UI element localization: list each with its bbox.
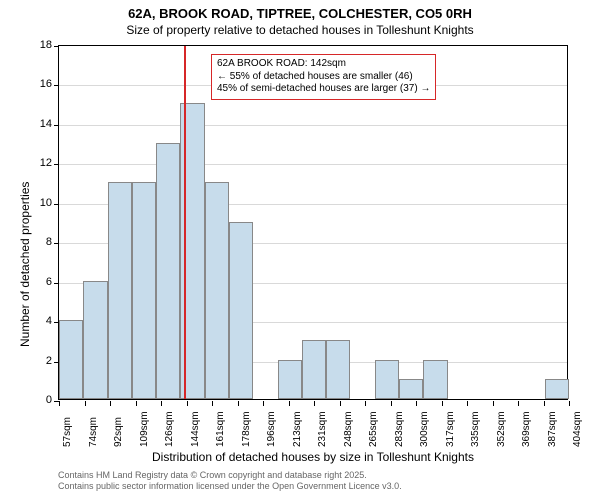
x-tick-label: 369sqm xyxy=(521,411,532,447)
x-tick-mark xyxy=(416,401,417,406)
x-tick-mark xyxy=(391,401,392,406)
x-tick-mark xyxy=(85,401,86,406)
histogram-bar xyxy=(229,222,253,400)
x-tick-label: 352sqm xyxy=(496,411,507,447)
x-tick-mark xyxy=(110,401,111,406)
annotation-line: 62A BROOK ROAD: 142sqm xyxy=(217,58,430,71)
y-tick-label: 6 xyxy=(22,276,52,288)
x-tick-label: 92sqm xyxy=(113,417,124,447)
x-tick-label: 317sqm xyxy=(445,411,456,447)
x-tick-label: 265sqm xyxy=(368,411,379,447)
x-tick-label: 144sqm xyxy=(190,411,201,447)
annotation-line: 45% of semi-detached houses are larger (… xyxy=(217,83,430,96)
plot-area: 57sqm74sqm92sqm109sqm126sqm144sqm161sqm1… xyxy=(58,45,568,400)
footer-line1: Contains HM Land Registry data © Crown c… xyxy=(58,470,600,481)
y-tick-label: 8 xyxy=(22,236,52,248)
chart-title-block: 62A, BROOK ROAD, TIPTREE, COLCHESTER, CO… xyxy=(0,0,600,37)
x-tick-mark xyxy=(289,401,290,406)
gridline xyxy=(59,164,567,165)
x-axis-label: Distribution of detached houses by size … xyxy=(58,450,568,464)
y-tick-label: 10 xyxy=(22,197,52,209)
x-tick-label: 248sqm xyxy=(343,411,354,447)
histogram-bar xyxy=(399,379,423,399)
y-tick-label: 18 xyxy=(22,39,52,51)
x-tick-mark xyxy=(365,401,366,406)
x-tick-label: 213sqm xyxy=(292,411,303,447)
x-tick-label: 231sqm xyxy=(317,411,328,447)
y-tick-label: 4 xyxy=(22,315,52,327)
y-tick-mark xyxy=(54,243,59,244)
gridline xyxy=(59,125,567,126)
annotation-box: 62A BROOK ROAD: 142sqm← 55% of detached … xyxy=(211,54,436,100)
x-tick-mark xyxy=(467,401,468,406)
histogram-bar xyxy=(423,360,447,399)
y-tick-mark xyxy=(54,283,59,284)
x-tick-mark xyxy=(59,401,60,406)
annotation-line: ← 55% of detached houses are smaller (46… xyxy=(217,71,430,84)
chart-footer: Contains HM Land Registry data © Crown c… xyxy=(58,470,600,493)
reference-line xyxy=(184,46,186,399)
y-tick-mark xyxy=(54,125,59,126)
histogram-bar xyxy=(278,360,302,399)
x-tick-mark xyxy=(212,401,213,406)
histogram-bar xyxy=(108,182,132,399)
histogram-bar xyxy=(326,340,350,399)
y-tick-label: 16 xyxy=(22,78,52,90)
y-tick-mark xyxy=(54,204,59,205)
x-tick-label: 335sqm xyxy=(470,411,481,447)
histogram-bar xyxy=(83,281,107,399)
x-tick-label: 196sqm xyxy=(266,411,277,447)
x-tick-mark xyxy=(493,401,494,406)
chart-title: 62A, BROOK ROAD, TIPTREE, COLCHESTER, CO… xyxy=(0,6,600,21)
x-tick-mark xyxy=(314,401,315,406)
y-tick-label: 14 xyxy=(22,118,52,130)
histogram-bar xyxy=(132,182,156,399)
x-tick-mark xyxy=(161,401,162,406)
x-tick-label: 109sqm xyxy=(139,411,150,447)
histogram-bar xyxy=(205,182,229,399)
y-tick-label: 2 xyxy=(22,355,52,367)
x-tick-mark xyxy=(238,401,239,406)
x-tick-label: 161sqm xyxy=(215,411,226,447)
x-tick-mark xyxy=(518,401,519,406)
x-tick-label: 404sqm xyxy=(572,411,583,447)
histogram-bar xyxy=(375,360,399,399)
y-tick-label: 0 xyxy=(22,394,52,406)
x-tick-label: 387sqm xyxy=(547,411,558,447)
x-tick-label: 57sqm xyxy=(62,417,73,447)
histogram-bar xyxy=(59,320,83,399)
x-tick-mark xyxy=(187,401,188,406)
x-tick-mark xyxy=(263,401,264,406)
y-tick-mark xyxy=(54,164,59,165)
x-tick-mark xyxy=(136,401,137,406)
x-tick-mark xyxy=(340,401,341,406)
chart-subtitle: Size of property relative to detached ho… xyxy=(0,23,600,37)
x-tick-mark xyxy=(442,401,443,406)
histogram-bar xyxy=(302,340,326,399)
histogram-bar xyxy=(545,379,569,399)
footer-line2: Contains public sector information licen… xyxy=(58,481,600,492)
y-tick-label: 12 xyxy=(22,157,52,169)
y-tick-mark xyxy=(54,46,59,47)
x-tick-label: 178sqm xyxy=(241,411,252,447)
x-tick-label: 300sqm xyxy=(419,411,430,447)
x-tick-mark xyxy=(569,401,570,406)
x-tick-label: 283sqm xyxy=(394,411,405,447)
plot-wrap: 57sqm74sqm92sqm109sqm126sqm144sqm161sqm1… xyxy=(58,45,568,400)
x-tick-label: 74sqm xyxy=(88,417,99,447)
x-tick-mark xyxy=(544,401,545,406)
x-tick-label: 126sqm xyxy=(164,411,175,447)
histogram-bar xyxy=(156,143,180,399)
y-tick-mark xyxy=(54,85,59,86)
